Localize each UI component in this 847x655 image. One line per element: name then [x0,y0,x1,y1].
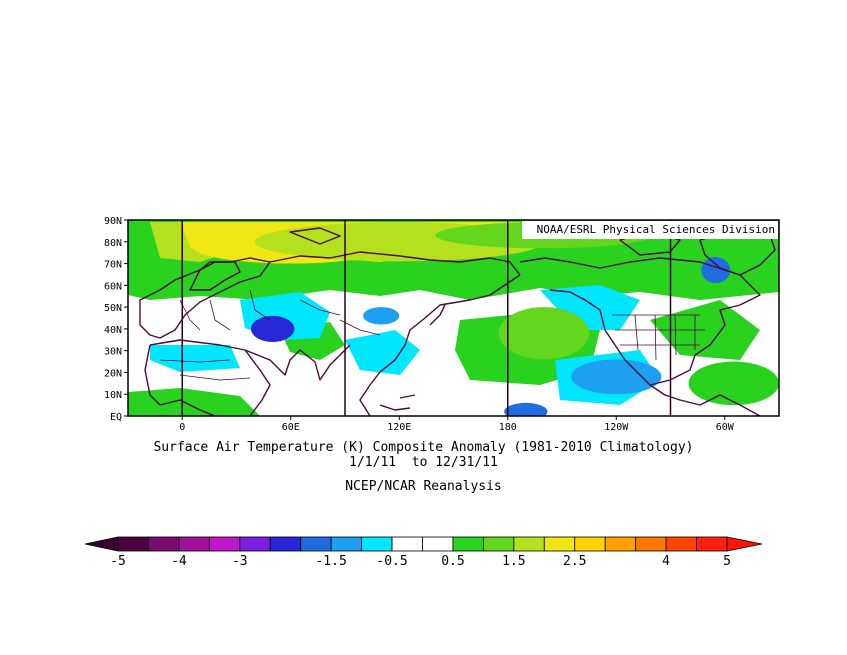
colorbar-swatch [482,536,515,552]
colorbar-swatch [208,536,241,552]
lat-label: 50N [104,303,122,314]
map-plot-area: NOAA/ESRL Physical Sciences Division [127,219,780,417]
longitude-labels: 0 60E 120E 180 120W 60W [179,416,735,433]
lat-label: 80N [104,238,122,249]
coast-europe [139,257,271,339]
anomaly-region-5 [363,307,400,325]
lon-label: 0 [179,422,185,433]
colorbar-swatch [391,536,423,552]
colorbar-tick-label: 0.5 [441,554,464,569]
anomaly-region-4 [250,315,295,342]
coast-africa [144,339,271,416]
coast-eurasia-north [269,251,521,276]
colorbar-swatch [361,536,393,552]
colorbar-tick-label: 2.5 [563,554,586,569]
colorbar-swatch [452,536,484,552]
colorbar-swatch [604,536,637,552]
north-pacific-cold [540,285,640,330]
lon-label: 60E [282,422,300,433]
lat-label: 70N [104,260,122,271]
colorbar-swatch [330,536,362,552]
colorbar-swatch [269,536,302,552]
coast-maritime-se-asia [379,394,416,411]
sahara-cold [150,345,240,372]
coast-japan [429,304,446,326]
colorbar-swatch [696,536,728,552]
anomaly-region-7 [571,359,662,395]
anomaly-region-10 [701,257,731,284]
china-cold [345,330,420,375]
anomaly-region-9 [688,361,779,406]
colorbar-swatch [665,536,697,552]
tropical-atlantic-green [128,388,260,416]
anomaly-region-6 [498,307,590,360]
latitude-labels: 90N 80N 70N 60N 50N 40N 30N 20N 10N EQ [104,216,128,423]
colorbar-tick-label: -5 [110,554,126,569]
colorbar-swatch [574,536,606,552]
colorbar-tick-label: -0.5 [376,554,407,569]
colorbar-swatch [422,536,454,552]
anomaly-region-8 [504,402,548,416]
colorbar-swatch [148,536,180,552]
lat-label: 60N [104,281,122,292]
colorbar-swatch [300,536,332,552]
caption-date-range: 1/1/11 to 12/31/11 [349,455,498,470]
colorbar-tick-label: 4 [662,554,670,569]
lat-label: 20N [104,368,122,379]
colorbar-tick-label: -3 [232,554,248,569]
lat-label: EQ [110,412,122,423]
colorbar-tick-label: 1.5 [502,554,525,569]
colorbar-over-arrow [726,536,763,552]
colorbar-swatch [239,536,271,552]
lat-label: 40N [104,325,122,336]
coast-arabia-india [244,344,351,381]
lon-label: 180 [499,422,517,433]
colorbar-tick-label: -4 [171,554,187,569]
colorbar-swatch [543,536,576,552]
country-borders-eurasia [159,289,381,381]
meridian-grid-lines [181,220,672,416]
lat-label: 30N [104,347,122,358]
colorbar-tick-label: 5 [723,554,731,569]
us-state-borders [612,314,705,361]
credit-text: NOAA/ESRL Physical Sciences Division [537,223,775,236]
map-frame [127,219,780,417]
colorbar-swatch [513,536,545,552]
lon-label: 120E [387,422,411,433]
colorbar-swatch [635,536,667,552]
lat-label: 90N [104,216,122,227]
lon-label: 60W [716,422,735,433]
colorbar-under-arrow [84,536,119,552]
colorbar-swatch [178,536,210,552]
colorbar: -5 -4 -3 -1.5 -0.5 0.5 1.5 2.5 4 5 [84,536,763,569]
coast-north-america [519,257,761,386]
lat-label: 10N [104,390,122,401]
credit-box [522,221,778,239]
caption-title: Surface Air Temperature (K) Composite An… [153,440,694,455]
coast-central-america [649,384,761,416]
colorbar-swatch [117,536,149,552]
lon-label: 120W [604,422,629,433]
anomaly-blobs [191,222,779,416]
caption-dataset: NCEP/NCAR Reanalysis [345,479,502,494]
coast-east-asia [359,274,521,416]
coast-scandinavia [189,261,241,291]
colorbar-tick-label: -1.5 [315,554,346,569]
